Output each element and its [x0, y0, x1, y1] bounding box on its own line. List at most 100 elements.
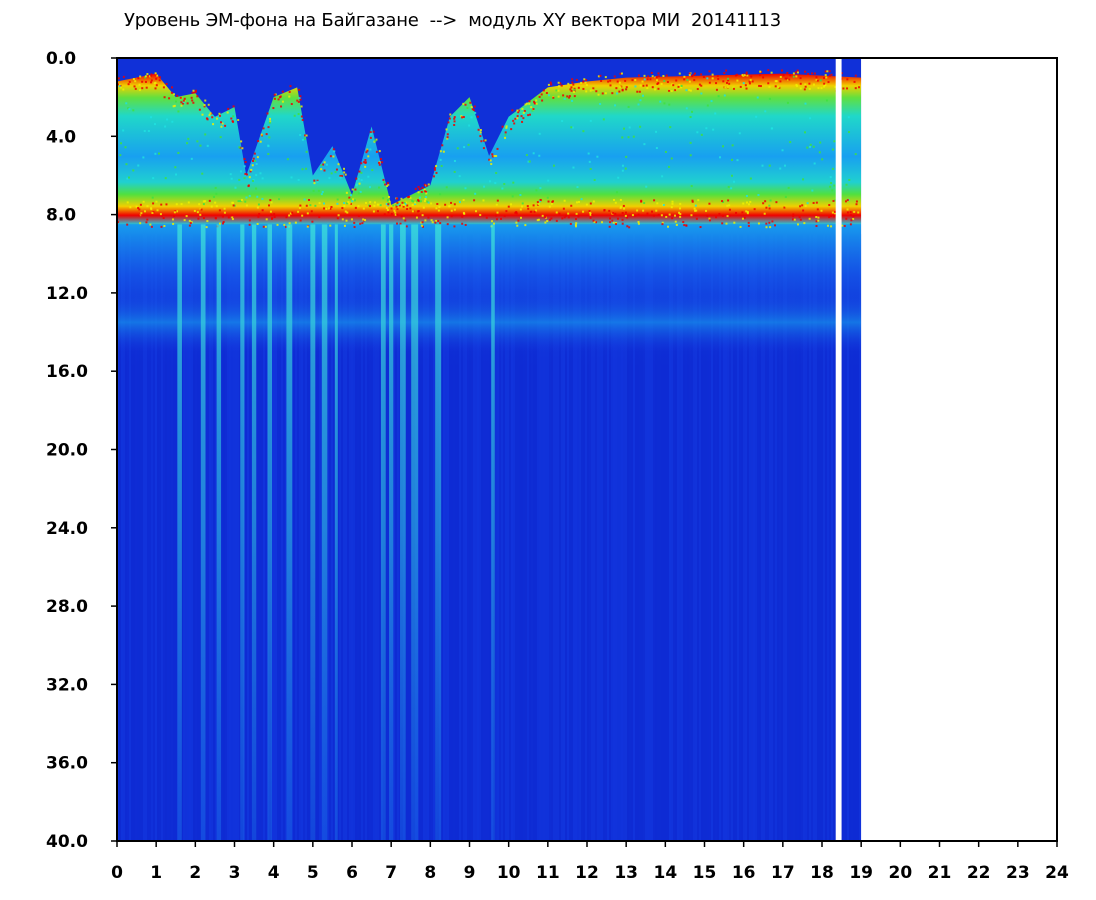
speckle	[715, 82, 718, 85]
y-tick-label: 40.0	[46, 832, 88, 852]
speckle	[657, 213, 660, 216]
speckle	[552, 96, 555, 99]
speckle	[125, 163, 128, 166]
speckle	[511, 109, 514, 112]
speckle	[525, 102, 528, 105]
speckle	[527, 160, 530, 163]
speckle	[344, 210, 347, 213]
speckle	[297, 210, 300, 213]
speckle	[638, 90, 641, 93]
speckle	[261, 197, 264, 200]
speckle	[489, 159, 492, 162]
speckle	[537, 218, 540, 221]
speckle	[277, 98, 280, 101]
speckle	[418, 188, 421, 191]
speckle	[619, 198, 622, 201]
speckle	[660, 214, 663, 217]
texture-column	[257, 234, 259, 841]
speckle	[542, 89, 545, 92]
speckle	[208, 199, 211, 202]
speckle	[846, 208, 849, 211]
texture-column	[593, 234, 595, 841]
speckle	[784, 77, 787, 80]
speckle	[227, 107, 230, 110]
speckle	[357, 215, 360, 218]
speckle	[239, 146, 242, 149]
speckle	[655, 130, 658, 133]
speckle	[751, 80, 754, 83]
speckle	[191, 91, 194, 94]
speckle	[163, 96, 166, 99]
speckle	[585, 90, 588, 93]
speckle	[294, 221, 297, 224]
texture-column	[169, 234, 171, 841]
speckle	[267, 152, 270, 155]
speckle	[582, 87, 585, 90]
speckle	[176, 210, 179, 213]
speckle	[192, 101, 195, 104]
speckle	[256, 195, 259, 198]
speckle	[830, 225, 833, 228]
speckle	[815, 225, 818, 228]
speckle	[578, 201, 581, 204]
texture-column	[639, 234, 641, 841]
speckle	[521, 202, 524, 205]
texture-column	[553, 234, 555, 841]
speckle	[159, 76, 162, 79]
speckle	[787, 186, 790, 189]
texture-column	[691, 234, 693, 841]
speckle	[609, 84, 612, 87]
speckle	[573, 89, 576, 92]
speckle	[320, 193, 323, 196]
texture-column	[773, 234, 775, 841]
speckle	[323, 202, 326, 205]
speckle	[332, 148, 335, 151]
speckle	[453, 208, 456, 211]
speckle	[201, 113, 204, 116]
speckle	[425, 190, 428, 193]
speckle	[145, 86, 148, 89]
speckle	[197, 217, 200, 220]
texture-column	[549, 234, 551, 841]
vertical-streak	[286, 224, 293, 841]
texture-column	[205, 234, 207, 841]
speckle	[686, 78, 689, 81]
speckle	[588, 211, 591, 214]
speckle	[357, 192, 360, 195]
texture-column	[737, 234, 739, 841]
speckle	[174, 210, 177, 213]
speckle	[557, 95, 560, 98]
texture-column	[501, 234, 503, 841]
speckle	[215, 205, 218, 208]
speckle	[243, 165, 246, 168]
texture-column	[589, 234, 591, 841]
speckle	[519, 194, 522, 197]
speckle	[126, 223, 129, 226]
speckle	[643, 202, 646, 205]
speckle	[364, 165, 367, 168]
speckle	[160, 203, 163, 206]
x-tick-label: 0	[111, 863, 123, 883]
speckle	[343, 224, 346, 227]
speckle	[612, 198, 615, 201]
speckle	[205, 226, 208, 229]
texture-column	[625, 234, 627, 841]
speckle	[756, 96, 759, 99]
speckle	[589, 119, 592, 122]
texture-column	[131, 234, 133, 841]
speckle	[636, 90, 639, 93]
speckle	[423, 199, 426, 202]
texture-column	[485, 234, 487, 841]
texture-column	[305, 234, 307, 841]
texture-column	[539, 234, 541, 841]
speckle	[244, 161, 247, 164]
speckle	[547, 179, 550, 182]
speckle	[532, 108, 535, 111]
texture-column	[817, 234, 819, 841]
speckle	[728, 208, 731, 211]
speckle	[267, 126, 270, 129]
texture-column	[441, 234, 443, 841]
speckle	[268, 121, 271, 124]
speckle	[820, 209, 823, 212]
speckle	[631, 79, 634, 82]
